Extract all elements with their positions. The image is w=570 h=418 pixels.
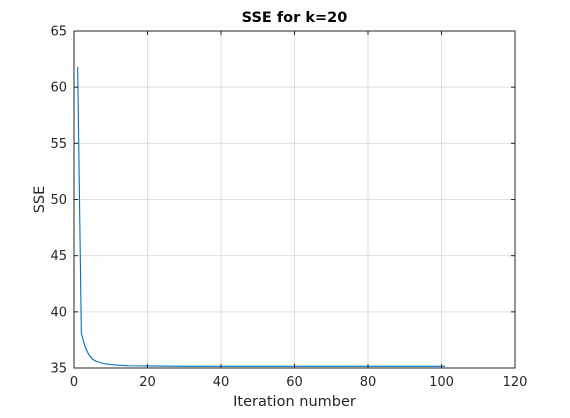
x-tick-label: 60 bbox=[286, 375, 303, 390]
y-tick-label: 35 bbox=[50, 362, 67, 377]
y-tick-label: 60 bbox=[50, 81, 67, 96]
x-tick-label: 0 bbox=[70, 375, 78, 390]
x-tick-label: 80 bbox=[360, 375, 377, 390]
axis-ticks: 0 20 40 60 80 100 120 35 40 45 50 55 60 65 bbox=[50, 25, 527, 391]
x-tick-label: 40 bbox=[213, 375, 230, 390]
y-tick-label: 45 bbox=[50, 249, 67, 264]
y-tick-label: 55 bbox=[50, 137, 67, 152]
x-axis-label: Iteration number bbox=[233, 394, 356, 410]
series-layer bbox=[77, 66, 446, 367]
y-tick-label: 50 bbox=[50, 193, 67, 208]
x-tick-label: 120 bbox=[503, 375, 528, 390]
y-tick-label: 65 bbox=[50, 25, 67, 40]
y-tick-label: 40 bbox=[50, 305, 67, 320]
series-line bbox=[77, 66, 446, 367]
chart-title: SSE for k=20 bbox=[242, 10, 348, 26]
x-tick-label: 100 bbox=[429, 375, 454, 390]
y-axis-label: SSE bbox=[32, 186, 48, 214]
x-tick-label: 20 bbox=[139, 375, 156, 390]
